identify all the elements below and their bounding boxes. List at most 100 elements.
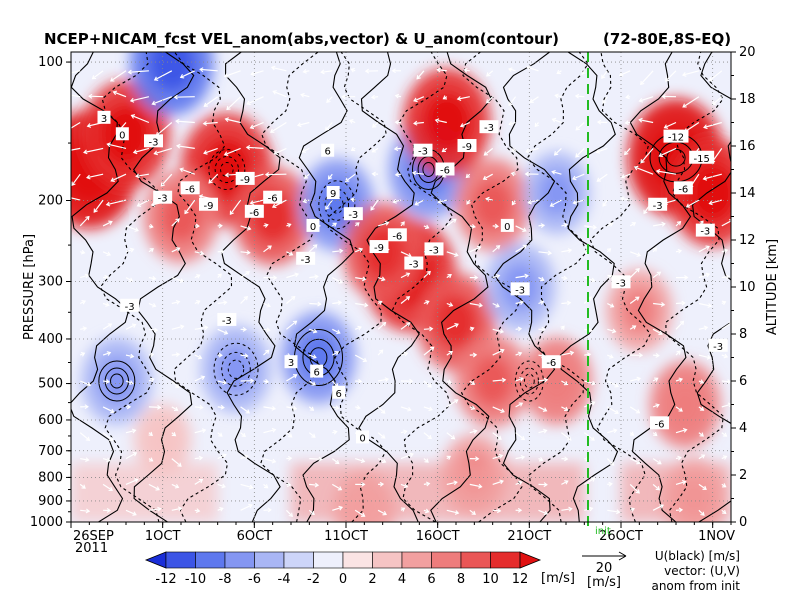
contour-label: -3 xyxy=(429,245,439,256)
wind-vector-head xyxy=(400,507,406,512)
wind-vector xyxy=(573,199,585,204)
wind-vector-head xyxy=(64,149,67,153)
wind-vector xyxy=(698,483,707,490)
wind-vector-head xyxy=(427,383,432,388)
wind-vector xyxy=(309,458,322,460)
wind-vector-head xyxy=(176,143,181,149)
wind-vector xyxy=(240,225,251,230)
anomaly-blob-core xyxy=(472,355,514,407)
colorbar-segment xyxy=(165,551,196,569)
wind-vector-head xyxy=(149,352,155,358)
wind-vector xyxy=(629,325,636,330)
colorbar-tick-label: -2 xyxy=(307,572,320,587)
wind-vector xyxy=(377,458,386,463)
wind-vector-head xyxy=(379,481,385,487)
wind-vector xyxy=(208,173,219,184)
wind-vector-head xyxy=(610,461,615,466)
wind-vector xyxy=(308,244,318,253)
u-contour-loop xyxy=(208,149,246,190)
colorbar-tick-label: 12 xyxy=(512,572,529,587)
wind-vector xyxy=(125,478,138,485)
wind-vector xyxy=(86,173,104,179)
pressure-tick-label: 100 xyxy=(38,55,63,70)
wind-vector xyxy=(675,302,685,305)
wind-vector xyxy=(125,452,137,460)
contour-label: 0 xyxy=(119,130,125,141)
wind-vector xyxy=(652,271,661,279)
wind-vector-head xyxy=(394,119,399,125)
wind-vector xyxy=(575,95,585,98)
wind-vector xyxy=(492,432,502,440)
contour-label: 0 xyxy=(359,433,365,444)
u-contour-loop xyxy=(519,367,539,395)
wind-vector xyxy=(446,218,457,227)
wind-vector xyxy=(485,198,493,201)
wind-vector-head xyxy=(454,510,460,515)
wind-vector-head xyxy=(177,506,183,512)
contour-label-box xyxy=(180,181,200,195)
wind-vector-head xyxy=(106,457,111,463)
wind-vector-head xyxy=(294,272,300,278)
u-contour-loop xyxy=(214,156,240,183)
wind-vector-head xyxy=(249,378,255,384)
wind-vector-head xyxy=(381,434,386,439)
wind-vector-head xyxy=(382,511,387,516)
contour-label: 3 xyxy=(288,358,294,369)
wind-vector-head xyxy=(601,74,606,79)
wind-vector xyxy=(446,509,459,514)
wind-vector xyxy=(203,96,219,107)
wind-vector-head xyxy=(708,200,713,206)
altitude-tick-label: 16 xyxy=(739,139,756,154)
wind-vector xyxy=(240,251,250,254)
wind-vector-head xyxy=(614,383,619,388)
wind-vector-head xyxy=(624,150,629,156)
wind-vector xyxy=(698,273,710,279)
legend-note-line-1: U(black) [m/s] xyxy=(655,549,740,563)
wind-vector xyxy=(561,302,571,305)
wind-vector-head xyxy=(658,330,663,335)
wind-vector-head xyxy=(676,221,682,226)
wind-vector-head xyxy=(85,215,90,221)
contour-label: -6 xyxy=(185,184,195,195)
wind-vector-head xyxy=(271,458,277,464)
wind-vector-head xyxy=(615,509,621,515)
contour-label-box xyxy=(306,218,320,232)
wind-vector xyxy=(102,323,112,330)
wind-vector xyxy=(460,121,471,127)
u-contour-loop xyxy=(227,359,245,379)
wind-vector xyxy=(377,378,389,382)
anomaly-stripe xyxy=(71,463,218,522)
colorbar-segment xyxy=(460,551,491,569)
wind-vector-head xyxy=(660,301,666,307)
wind-vector-head xyxy=(595,149,601,154)
wind-vector xyxy=(416,70,425,80)
wind-vector-head xyxy=(448,302,454,307)
wind-vector-head xyxy=(199,250,205,256)
wind-vector-head xyxy=(655,403,660,408)
wind-vector xyxy=(137,199,150,207)
wind-vector xyxy=(712,96,723,106)
wind-vector-head xyxy=(678,507,684,513)
wind-vector-head xyxy=(475,456,480,462)
contour-label: -6 xyxy=(440,166,450,177)
wind-vector-head xyxy=(416,75,421,80)
wind-vector-head xyxy=(409,452,414,458)
wind-vector-head xyxy=(80,249,86,255)
contour-label-box xyxy=(144,134,163,148)
contour-label: -6 xyxy=(268,194,278,205)
wind-vector-head xyxy=(677,248,683,254)
wind-vector-head xyxy=(337,300,343,306)
wind-vector xyxy=(515,301,524,305)
wind-vector xyxy=(469,246,481,253)
wind-vector xyxy=(263,245,272,253)
wind-vector xyxy=(300,94,310,98)
wind-vector xyxy=(377,509,387,516)
wind-vector xyxy=(551,171,562,175)
wind-vector-head xyxy=(350,146,356,152)
wind-vector xyxy=(332,277,343,284)
u-contour xyxy=(460,52,523,522)
chart-title: NCEP+NICAM_fcst VEL_anom(abs,vector) & U… xyxy=(44,30,559,48)
wind-vector xyxy=(113,91,127,98)
wind-vector xyxy=(102,406,115,413)
contour-label: 6 xyxy=(324,147,330,158)
